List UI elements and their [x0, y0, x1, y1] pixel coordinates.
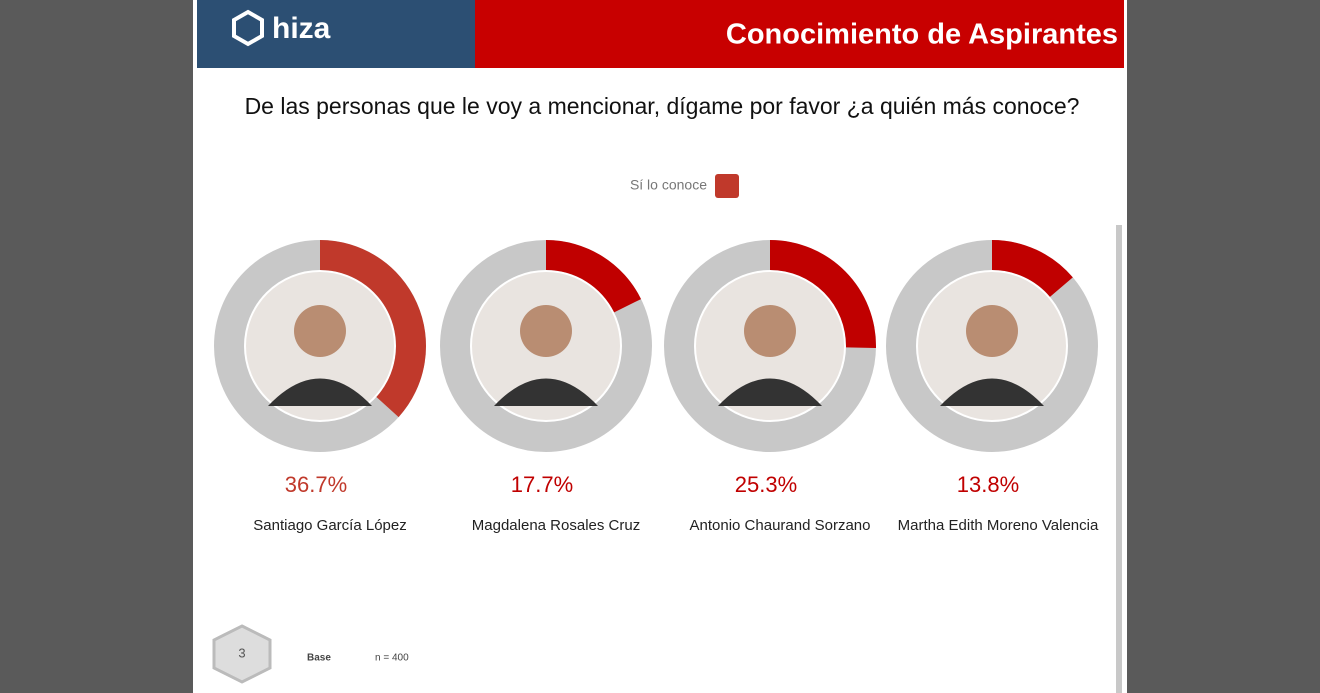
base-label: Base [307, 653, 331, 664]
base-value: n = 400 [375, 653, 409, 664]
value-label: 25.3% [735, 472, 797, 497]
header-bar [475, 0, 1124, 68]
donut-segment [320, 240, 427, 418]
donut-segment [992, 240, 1073, 297]
value-label: 17.7% [511, 472, 573, 497]
legend-swatch [715, 174, 739, 198]
photo-head [966, 305, 1018, 357]
page-number: 3 [238, 645, 245, 660]
photo-body [718, 378, 822, 406]
side-blur [0, 0, 193, 693]
photo-head [744, 305, 796, 357]
header-logo-box [197, 0, 475, 68]
photo-body [268, 378, 372, 406]
value-label: 36.7% [285, 472, 347, 497]
logo-icon [232, 9, 264, 47]
candidate-name: Martha Edith Moreno Valencia [897, 517, 1099, 534]
photo-head [294, 305, 346, 357]
donut-segment [546, 240, 642, 313]
photo-head [520, 305, 572, 357]
side-blur [1127, 0, 1320, 693]
question: De las personas que le voy a mencionar, … [245, 93, 1080, 119]
slide-title: Conocimiento de Aspirantes [726, 19, 1118, 51]
photo-body [940, 378, 1044, 406]
candidate-name: Magdalena Rosales Cruz [471, 517, 641, 534]
candidate-name: Antonio Chaurand Sorzano [689, 517, 871, 534]
scrollbar [1116, 225, 1122, 693]
value-label: 13.8% [957, 472, 1019, 497]
candidate-name: Santiago García López [253, 517, 407, 534]
legend-label: Sí lo conoce [630, 177, 707, 193]
donut-segment [770, 240, 876, 348]
photo-body [494, 378, 598, 406]
footer-icon [212, 624, 272, 684]
logo-text: hiza [272, 12, 331, 45]
